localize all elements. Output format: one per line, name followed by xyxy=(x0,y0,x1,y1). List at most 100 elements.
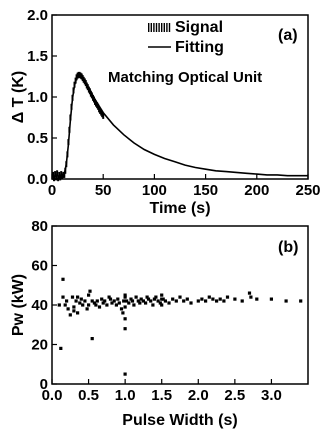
y-tick-label: 1.0 xyxy=(27,89,48,106)
scatter-point xyxy=(61,295,65,299)
scatter-point xyxy=(72,309,76,313)
scatter-point xyxy=(87,293,91,297)
scatter-point xyxy=(123,305,127,309)
scatter-point xyxy=(207,295,211,299)
y-tick-label: 1.5 xyxy=(27,48,48,65)
scatter-point xyxy=(57,303,61,307)
signal-point xyxy=(69,114,72,121)
scatter-point xyxy=(107,295,111,299)
scatter-point xyxy=(68,313,72,317)
scatter-point xyxy=(88,289,92,293)
signal-point xyxy=(72,87,75,94)
panel-label-b: (b) xyxy=(278,239,298,256)
scatter-point xyxy=(249,295,253,299)
scatter-point xyxy=(160,297,164,301)
scatter-point xyxy=(146,297,151,301)
signal-point xyxy=(99,107,102,114)
scatter-point xyxy=(101,301,105,305)
signal-point xyxy=(59,174,62,181)
scatter-point xyxy=(225,295,230,299)
x-tick-label: 250 xyxy=(295,182,320,199)
scatter-point xyxy=(78,301,82,305)
scatter-point xyxy=(66,307,70,311)
scatter-point xyxy=(123,293,127,297)
scatter-point xyxy=(123,295,127,299)
y-tick-label: 80 xyxy=(31,218,48,235)
chart-a-series xyxy=(52,71,308,182)
scatter-point xyxy=(63,303,67,307)
scatter-point xyxy=(100,297,104,301)
legend-swatch-tick xyxy=(161,23,163,32)
signal-point xyxy=(57,175,60,182)
signal-point xyxy=(52,171,54,178)
scatter-point xyxy=(105,303,109,307)
scatter-point xyxy=(92,301,96,305)
panel-label-a: (a) xyxy=(278,27,298,44)
scatter-point xyxy=(108,297,113,301)
scatter-point xyxy=(247,291,252,295)
scatter-point xyxy=(156,299,160,303)
signal-point xyxy=(63,171,66,178)
scatter-point xyxy=(178,295,182,299)
chart-b-y-label: Pw (kW) xyxy=(10,274,27,336)
signal-point xyxy=(73,81,76,88)
y-tick-label: 0 xyxy=(40,376,48,393)
scatter-point xyxy=(163,299,167,303)
scatter-point xyxy=(154,295,158,299)
scatter-point xyxy=(125,299,129,303)
scatter-point xyxy=(97,305,102,309)
scatter-point xyxy=(119,307,124,311)
signal-point xyxy=(68,126,71,133)
signal-point xyxy=(95,100,97,107)
legend-swatch-tick xyxy=(158,23,160,32)
scatter-point xyxy=(284,299,288,303)
scatter-point xyxy=(59,346,63,350)
scatter-point xyxy=(90,337,94,341)
scatter-point xyxy=(74,299,78,303)
scatter-point xyxy=(116,297,120,301)
scatter-point xyxy=(87,303,91,307)
signal-point xyxy=(64,167,67,174)
x-tick-label: 0.5 xyxy=(78,387,99,404)
scatter-point xyxy=(141,299,145,303)
scatter-point xyxy=(123,317,127,321)
scatter-point xyxy=(65,299,69,303)
scatter-point xyxy=(222,299,226,303)
chart-a-legend: Signal Fitting xyxy=(148,19,224,56)
legend-label-signal: Signal xyxy=(175,19,223,36)
scatter-point xyxy=(83,299,87,303)
scatter-point xyxy=(160,303,164,307)
y-tick-label: 0.5 xyxy=(27,130,48,147)
scatter-point xyxy=(90,299,94,303)
legend-swatch-tick xyxy=(148,23,150,32)
scatter-point xyxy=(211,297,215,301)
x-tick-label: 1.0 xyxy=(115,387,136,404)
signal-point xyxy=(66,151,69,158)
x-tick-label: 200 xyxy=(244,182,269,199)
scatter-point xyxy=(112,299,116,303)
scatter-point xyxy=(167,301,171,305)
scatter-point xyxy=(171,297,175,301)
scatter-point xyxy=(110,301,114,305)
legend-swatch-tick xyxy=(155,23,158,32)
y-tick-label: 40 xyxy=(31,297,48,314)
scatter-point xyxy=(117,301,121,305)
scatter-point xyxy=(123,327,127,331)
scatter-point xyxy=(152,297,156,301)
scatter-point xyxy=(200,297,204,301)
signal-point xyxy=(102,112,105,119)
signal-point xyxy=(74,77,77,84)
x-tick-label: 0 xyxy=(48,182,56,199)
signal-point xyxy=(61,173,64,180)
scatter-point xyxy=(215,299,219,303)
y-tick-label: 0.0 xyxy=(27,171,48,188)
signal-point xyxy=(56,170,59,177)
chart-a-y-axis: 0.0 0.5 1.0 1.5 2.0 xyxy=(27,7,57,188)
scatter-point xyxy=(136,299,140,303)
scatter-point xyxy=(233,297,237,301)
chart-b-x-axis: 0.0 0.5 1.0 1.5 2.0 2.5 3.0 xyxy=(42,379,282,404)
x-tick-label: 2.5 xyxy=(224,387,245,404)
chart-a-x-label: Time (s) xyxy=(149,200,210,217)
scatter-point xyxy=(218,297,222,301)
